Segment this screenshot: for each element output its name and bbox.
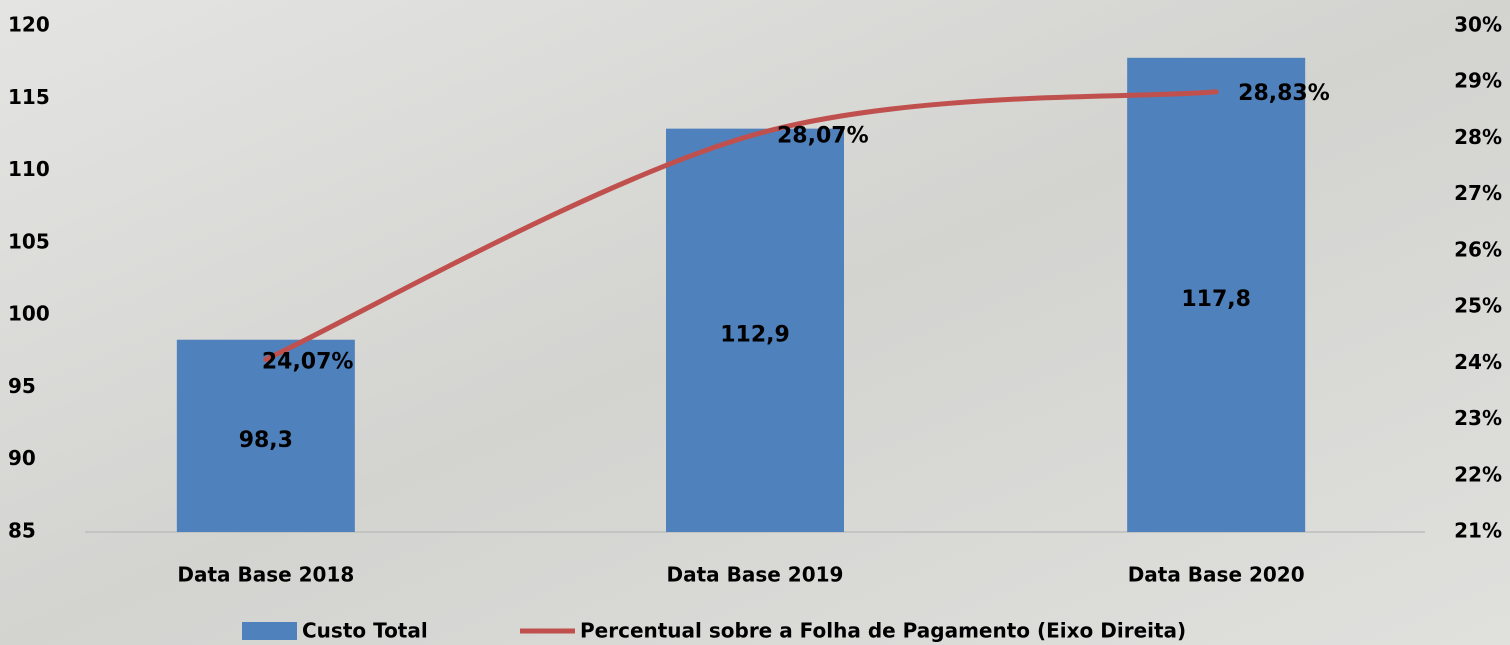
- bar: [176, 339, 355, 532]
- y-tick-label: 95: [8, 374, 36, 398]
- legend-label: Percentual sobre a Folha de Pagamento (E…: [580, 619, 1186, 643]
- data-label: 28,83%: [1238, 81, 1330, 106]
- y2-tick-label: 28%: [1454, 125, 1502, 149]
- line: [263, 89, 1219, 362]
- y2-tick-label: 22%: [1454, 462, 1502, 486]
- bar: [666, 128, 844, 532]
- y2-tick-label: 30%: [1454, 13, 1502, 37]
- y-tick-label: 85: [8, 519, 36, 543]
- x-tick-label: Data Base 2020: [1128, 563, 1305, 587]
- legend-swatch: [242, 622, 297, 640]
- data-label: 98,3: [239, 428, 293, 453]
- y2-tick-label: 25%: [1454, 294, 1502, 318]
- y-tick-label: 90: [8, 446, 36, 470]
- y2-tick-label: 23%: [1454, 406, 1502, 430]
- y-tick-label: 110: [8, 157, 50, 181]
- y2-tick-label: 24%: [1454, 350, 1502, 374]
- y2-tick-label: 29%: [1454, 69, 1502, 93]
- y-tick-label: 115: [8, 85, 50, 109]
- data-label: 117,8: [1181, 287, 1251, 312]
- y2-tick-label: 27%: [1454, 181, 1502, 205]
- x-tick-label: Data Base 2019: [667, 563, 844, 587]
- y2-tick-label: 21%: [1454, 519, 1502, 543]
- y-tick-label: 105: [8, 229, 50, 253]
- y-tick-label: 100: [8, 302, 50, 326]
- bar: [1127, 57, 1306, 532]
- data-label: 112,9: [720, 322, 790, 347]
- data-label: 28,07%: [777, 124, 869, 149]
- legend-label: Custo Total: [302, 619, 428, 643]
- x-tick-label: Data Base 2018: [177, 563, 354, 587]
- data-label: 24,07%: [262, 349, 354, 374]
- y-tick-label: 120: [8, 13, 50, 37]
- y2-tick-label: 26%: [1454, 237, 1502, 261]
